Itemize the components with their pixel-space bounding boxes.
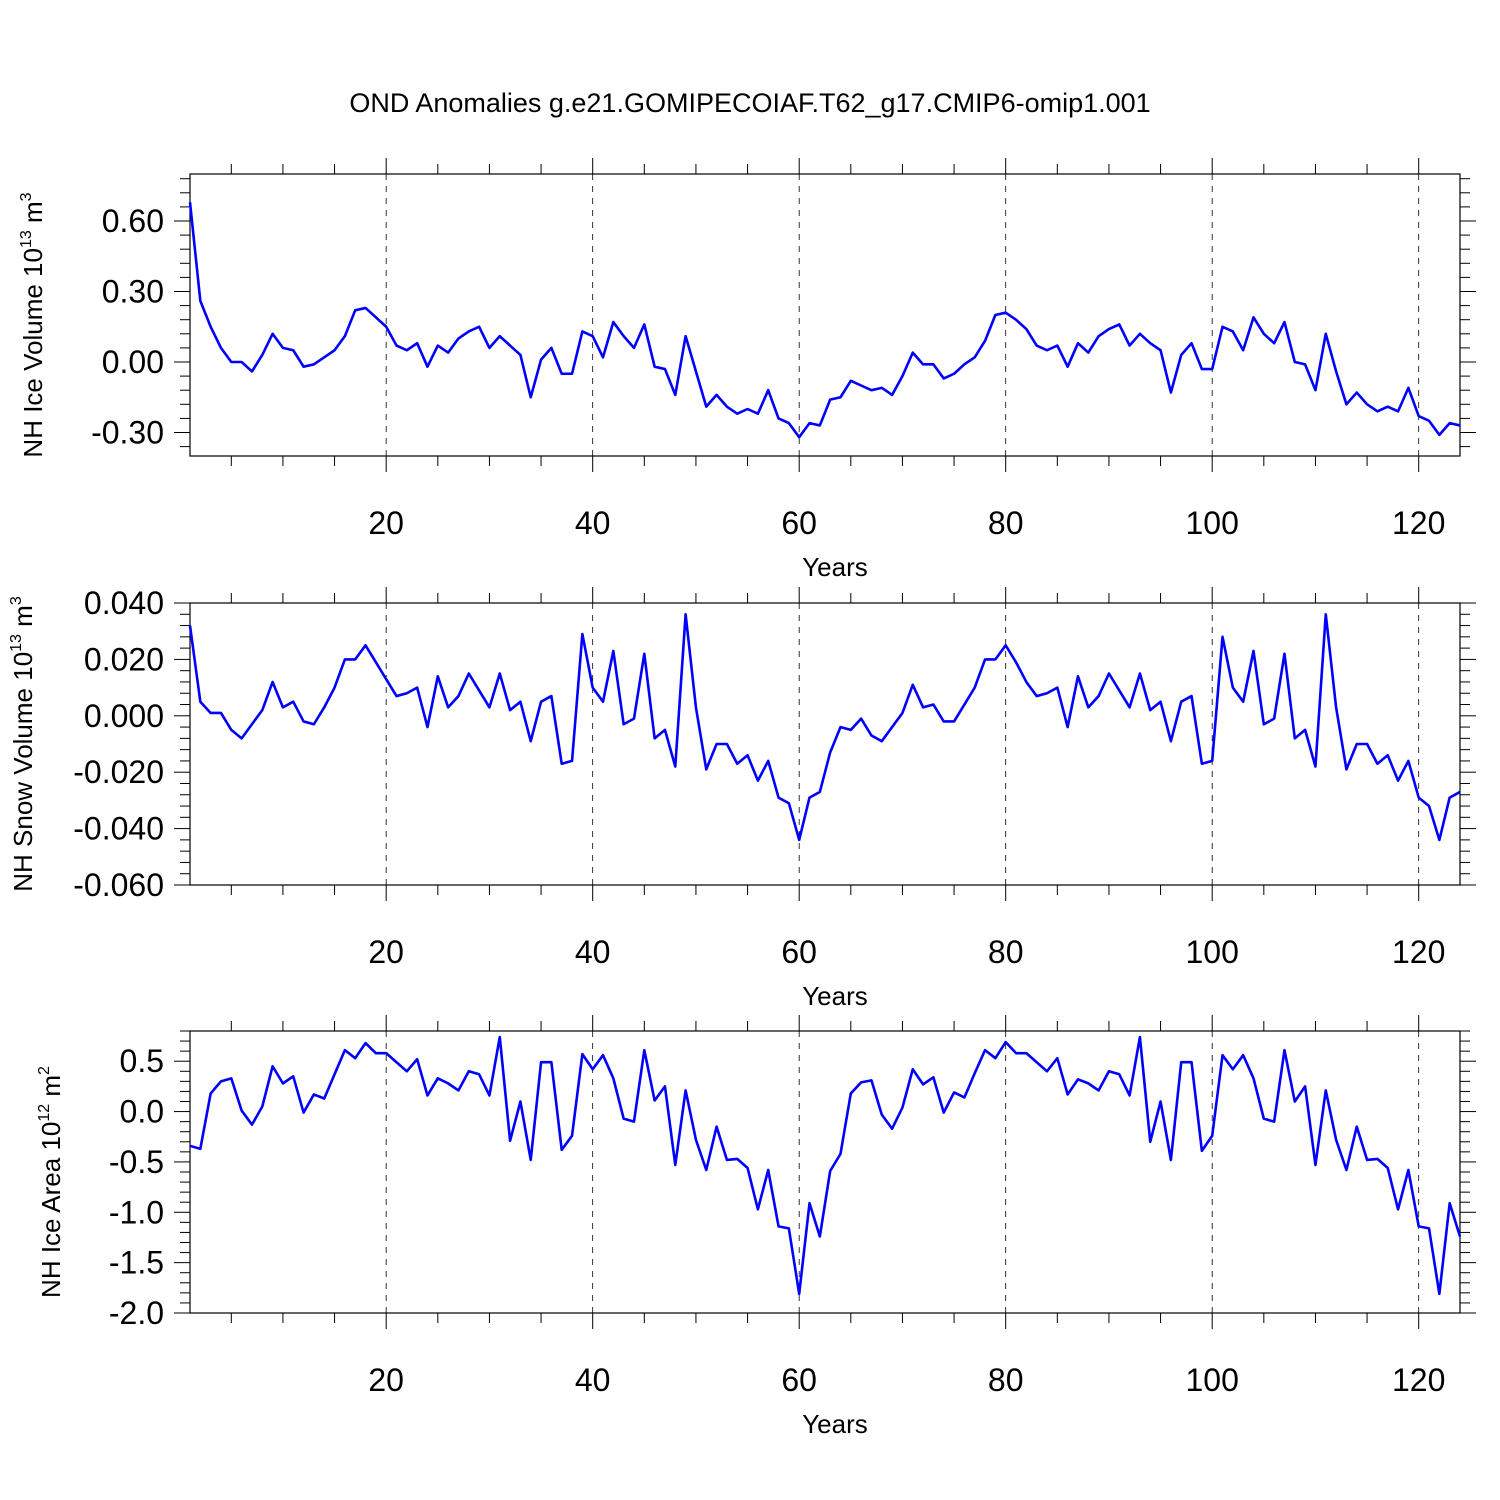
- plot-frame: [189, 602, 1461, 886]
- x-tick-label: 60: [781, 505, 817, 541]
- x-tick-label: 60: [781, 1362, 817, 1398]
- x-tick-label: 20: [368, 934, 404, 970]
- chart-title: OND Anomalies g.e21.GOMIPECOIAF.T62_g17.…: [349, 88, 1150, 118]
- y-tick-label: 0.60: [102, 203, 164, 239]
- x-tick-label: 120: [1392, 934, 1445, 970]
- y-axis-label: NH Ice Volume 1013 m3: [18, 192, 48, 457]
- chart-panel-ice-volume: 20 40 60 80 100 120 0.60 0.30 0.00 -0.30 Years NH I…: [18, 158, 1476, 582]
- x-tick-label: 60: [781, 934, 817, 970]
- x-tick-label: 100: [1185, 934, 1238, 970]
- y-tick-label: -1.0: [109, 1194, 164, 1230]
- x-tick-label: 120: [1392, 1362, 1445, 1398]
- x-tick-label: 80: [988, 505, 1024, 541]
- y-tick-label: 0.30: [102, 274, 164, 310]
- y-axis-label: NH Snow Volume 1013 m3: [8, 596, 38, 892]
- y-axis-label: NH Ice Area 1012 m2: [36, 1066, 66, 1298]
- y-tick-label: -0.5: [109, 1144, 164, 1180]
- x-tick-label: 120: [1392, 505, 1445, 541]
- x-tick-label: 100: [1185, 505, 1238, 541]
- y-tick-label: 0.020: [84, 641, 164, 677]
- x-axis-label: Years: [802, 552, 868, 582]
- chart-panel-ice-area: 20 40 60 80 100 120 0.5 0.0 -0.5 -1.0 -1.5 -2.0 Year…: [36, 1015, 1476, 1439]
- x-axis-label: Years: [802, 981, 868, 1011]
- x-tick-label: 80: [988, 934, 1024, 970]
- x-tick-label: 20: [368, 505, 404, 541]
- x-tick-label: 80: [988, 1362, 1024, 1398]
- series-line-ice-area: [189, 1035, 1462, 1296]
- plot-frame: [189, 173, 1461, 457]
- series-line-snow-volume: [188, 612, 1461, 842]
- x-tick-label: 100: [1185, 1362, 1238, 1398]
- y-tick-label: -0.040: [73, 811, 164, 847]
- chart-panel-snow-volume: 20 40 60 80 100 120 0.040 0.020 0.000 -0.020 -0.04…: [8, 585, 1476, 1011]
- y-tick-label: 0.040: [84, 585, 164, 621]
- y-tick-label: -1.5: [109, 1245, 164, 1281]
- y-tick-label: 0.5: [120, 1043, 164, 1079]
- x-axis-label: Years: [802, 1409, 868, 1439]
- series-line-ice-volume: [188, 202, 1461, 439]
- plot-frame: [189, 1030, 1461, 1314]
- y-tick-label: -2.0: [109, 1295, 164, 1331]
- x-tick-label: 40: [575, 505, 611, 541]
- y-tick-label: -0.30: [91, 415, 164, 451]
- x-tick-label: 40: [575, 1362, 611, 1398]
- y-tick-label: 0.000: [84, 698, 164, 734]
- y-tick-label: -0.020: [73, 754, 164, 790]
- x-tick-label: 20: [368, 1362, 404, 1398]
- y-tick-label: -0.060: [73, 867, 164, 903]
- x-tick-label: 40: [575, 934, 611, 970]
- y-tick-label: 0.00: [102, 344, 164, 380]
- y-tick-label: 0.0: [120, 1094, 164, 1130]
